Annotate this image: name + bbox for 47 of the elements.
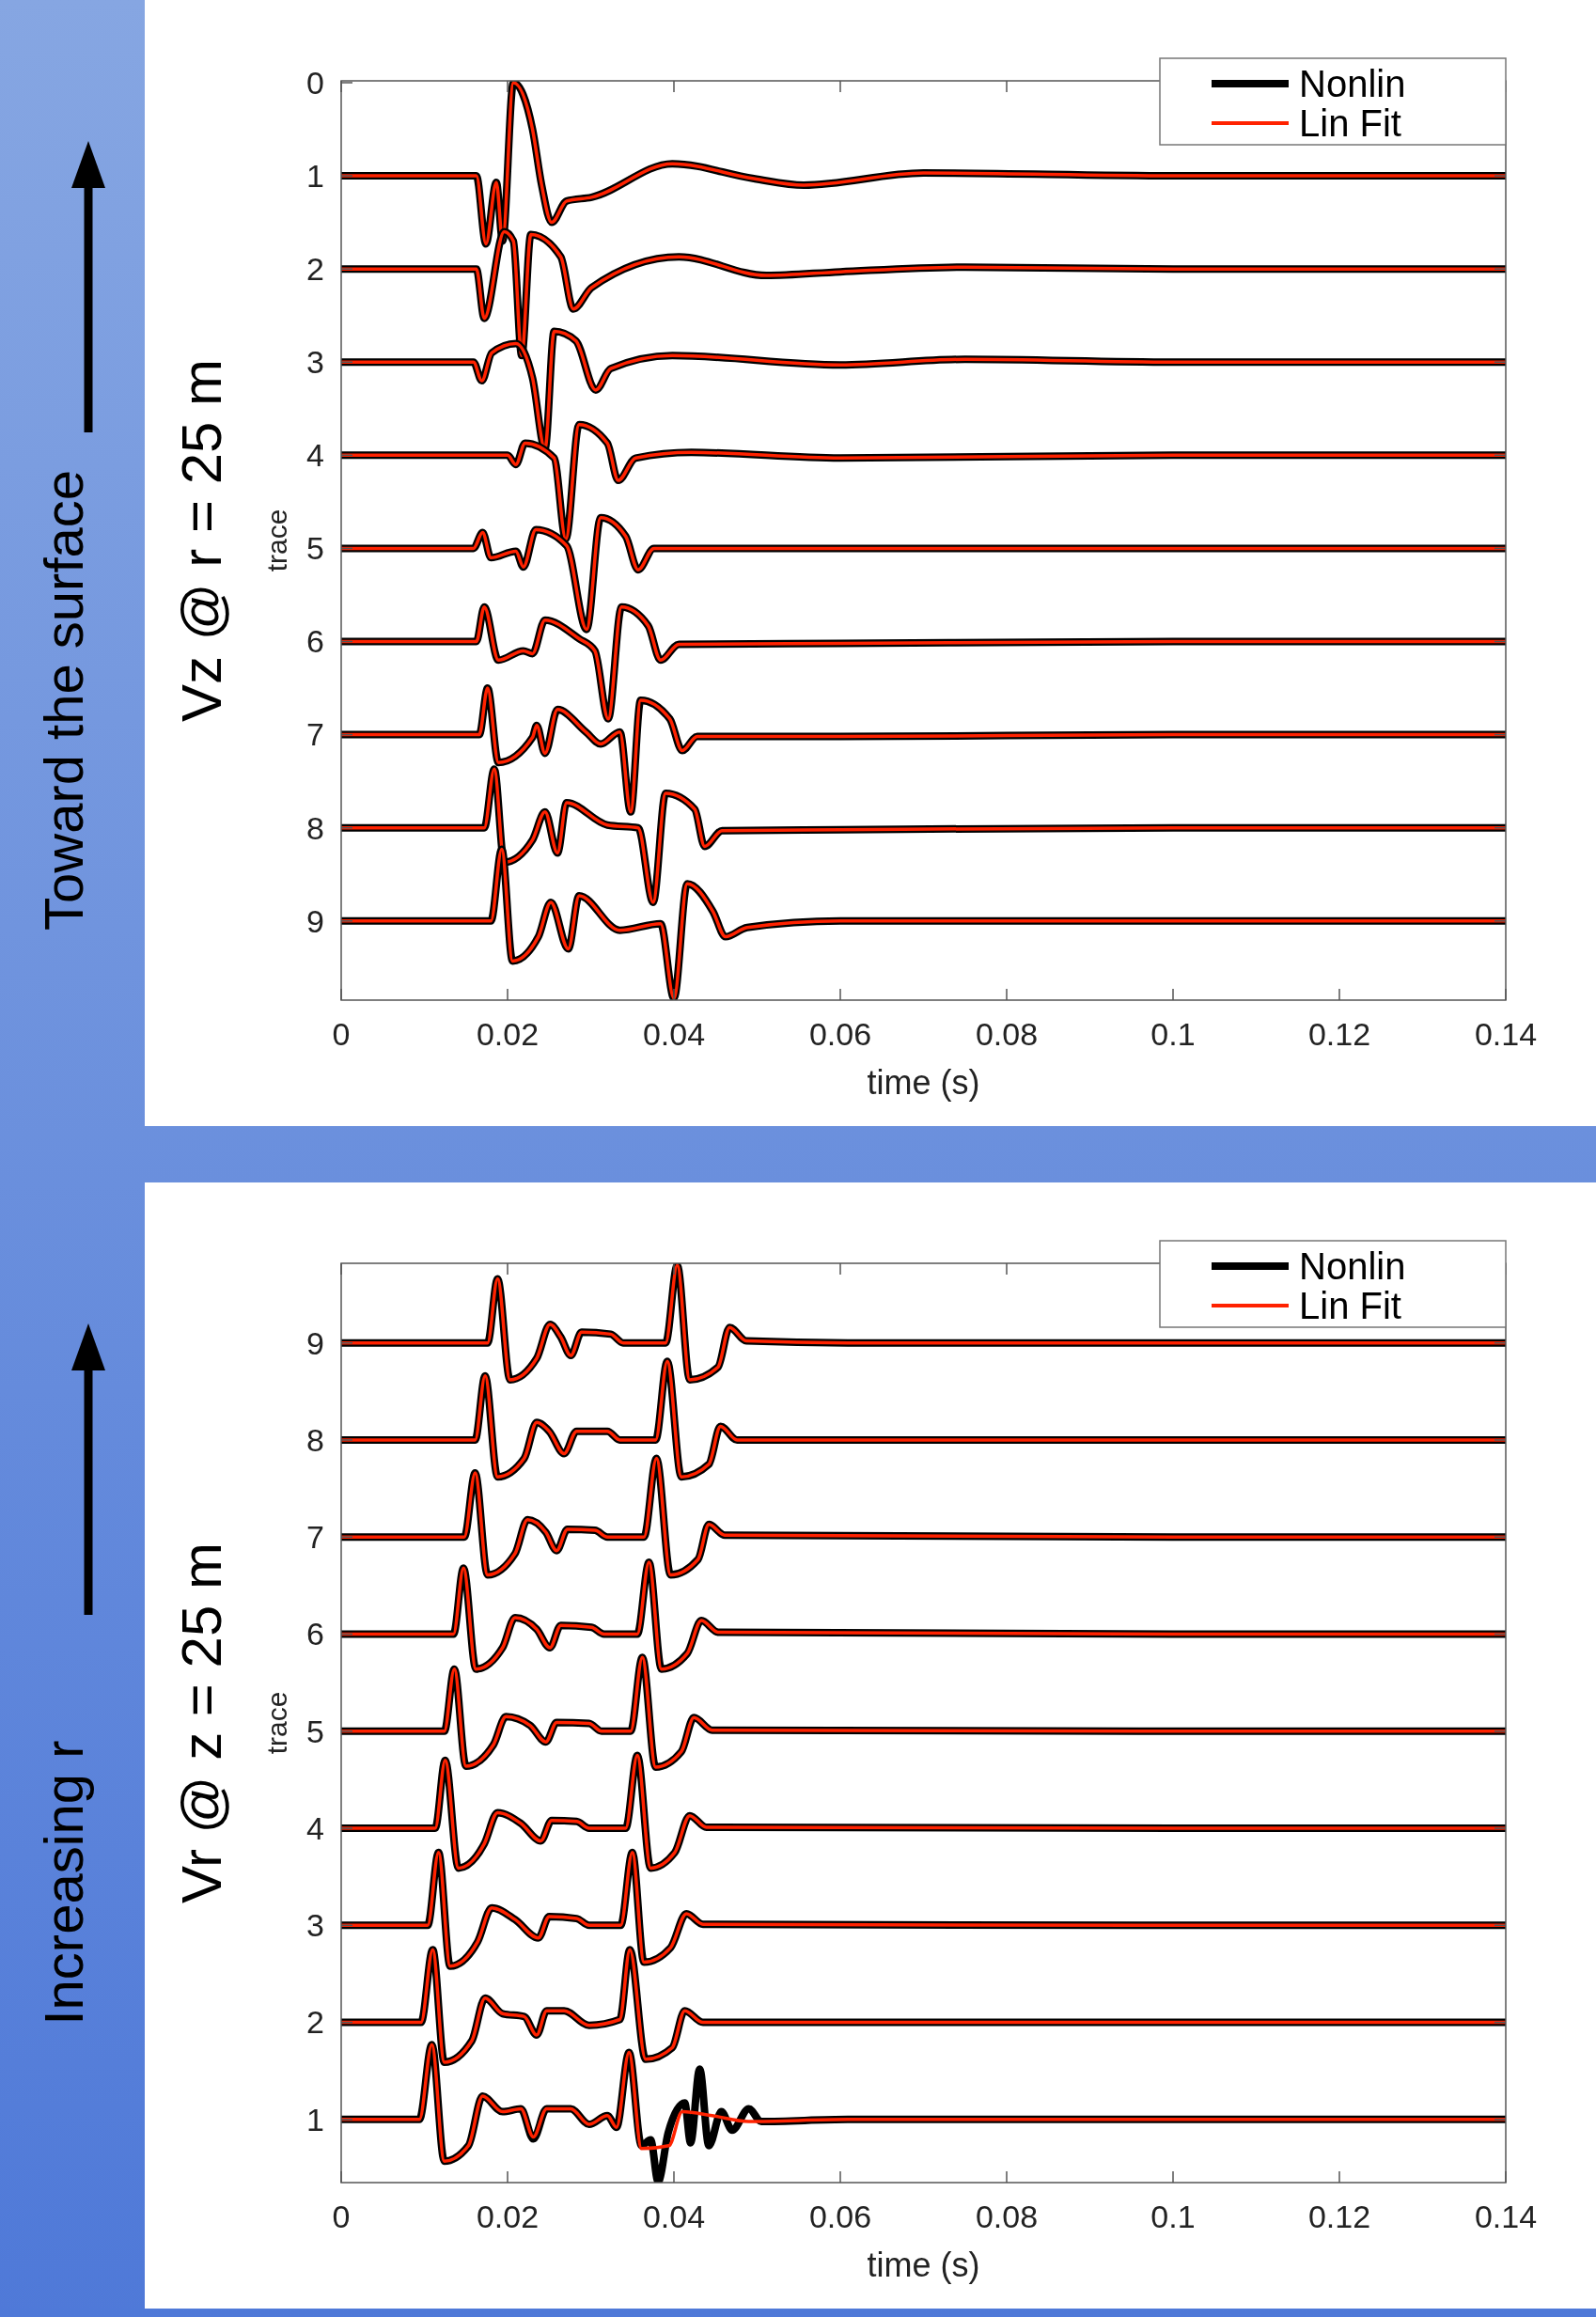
x-tick-label: 0.08 xyxy=(975,2199,1039,2234)
x-tick-label: 0.06 xyxy=(808,2199,872,2234)
text: Vz @ r = 25 m xyxy=(170,358,233,723)
x-tick-label: 0.12 xyxy=(1307,2199,1371,2234)
y-tick-label: 3 xyxy=(306,344,324,381)
x-tick-label: 0.02 xyxy=(476,2199,540,2234)
x-tick-label: 0.1 xyxy=(1150,1016,1196,1052)
y-axis-title: trace xyxy=(261,509,292,572)
y-axis-title: trace xyxy=(261,1691,292,1755)
y-tick-label: 7 xyxy=(306,1519,324,1556)
y-tick-label: 6 xyxy=(306,1616,324,1652)
y-tick-label: 8 xyxy=(306,809,324,846)
x-tick-label: 0.08 xyxy=(975,1016,1039,1052)
y-tick-label: 4 xyxy=(306,437,324,474)
x-tick-label: 0.1 xyxy=(1150,2199,1196,2234)
x-tick-label: 0.06 xyxy=(808,1016,872,1052)
legend-label: Lin Fit xyxy=(1299,102,1401,144)
y-tick-label: 1 xyxy=(306,157,324,194)
x-axis-title: time (s) xyxy=(867,1063,980,1102)
text: Increasing r xyxy=(33,1740,94,2026)
y-tick-label: 1 xyxy=(306,2101,324,2137)
text: Vr @ z = 25 m xyxy=(170,1542,233,1903)
text: Toward the surface xyxy=(33,469,94,931)
y-tick-label: 5 xyxy=(306,1713,324,1749)
y-tick-label: 7 xyxy=(306,716,324,753)
x-tick-label: 0.14 xyxy=(1474,1016,1538,1052)
y-tick-label: 3 xyxy=(306,1907,324,1944)
x-tick-label: 0.02 xyxy=(476,1016,540,1052)
x-tick-label: 0.12 xyxy=(1307,1016,1371,1052)
x-tick-label: 0 xyxy=(332,2199,351,2234)
y-tick-label: 2 xyxy=(306,2004,324,2041)
y-tick-label: 2 xyxy=(306,251,324,288)
y-tick-label: 5 xyxy=(306,530,324,567)
y-tick-label: 9 xyxy=(306,1324,324,1361)
y-tick-label: 0 xyxy=(306,64,324,101)
y-tick-label: 4 xyxy=(306,1809,324,1846)
x-tick-label: 0 xyxy=(332,1016,351,1052)
legend-label: Nonlin xyxy=(1299,1245,1406,1287)
x-tick-label: 0.04 xyxy=(642,1016,706,1052)
x-axis-title: time (s) xyxy=(867,2246,980,2284)
y-tick-label: 9 xyxy=(306,902,324,939)
legend-label: Nonlin xyxy=(1299,63,1406,104)
x-tick-label: 0.14 xyxy=(1474,2199,1538,2234)
y-tick-label: 8 xyxy=(306,1421,324,1458)
x-tick-label: 0.04 xyxy=(642,2199,706,2234)
y-tick-label: 6 xyxy=(306,623,324,660)
legend-label: Lin Fit xyxy=(1299,1285,1401,1326)
